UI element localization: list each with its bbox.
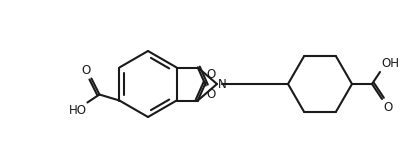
Text: O: O — [383, 101, 392, 114]
Text: OH: OH — [381, 57, 399, 70]
Text: HO: HO — [68, 104, 87, 117]
Text: O: O — [207, 88, 216, 100]
Text: N: N — [218, 77, 227, 91]
Text: O: O — [81, 64, 90, 76]
Text: O: O — [207, 68, 216, 80]
